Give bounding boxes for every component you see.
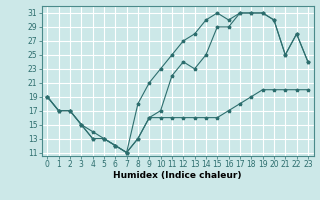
X-axis label: Humidex (Indice chaleur): Humidex (Indice chaleur) <box>113 171 242 180</box>
